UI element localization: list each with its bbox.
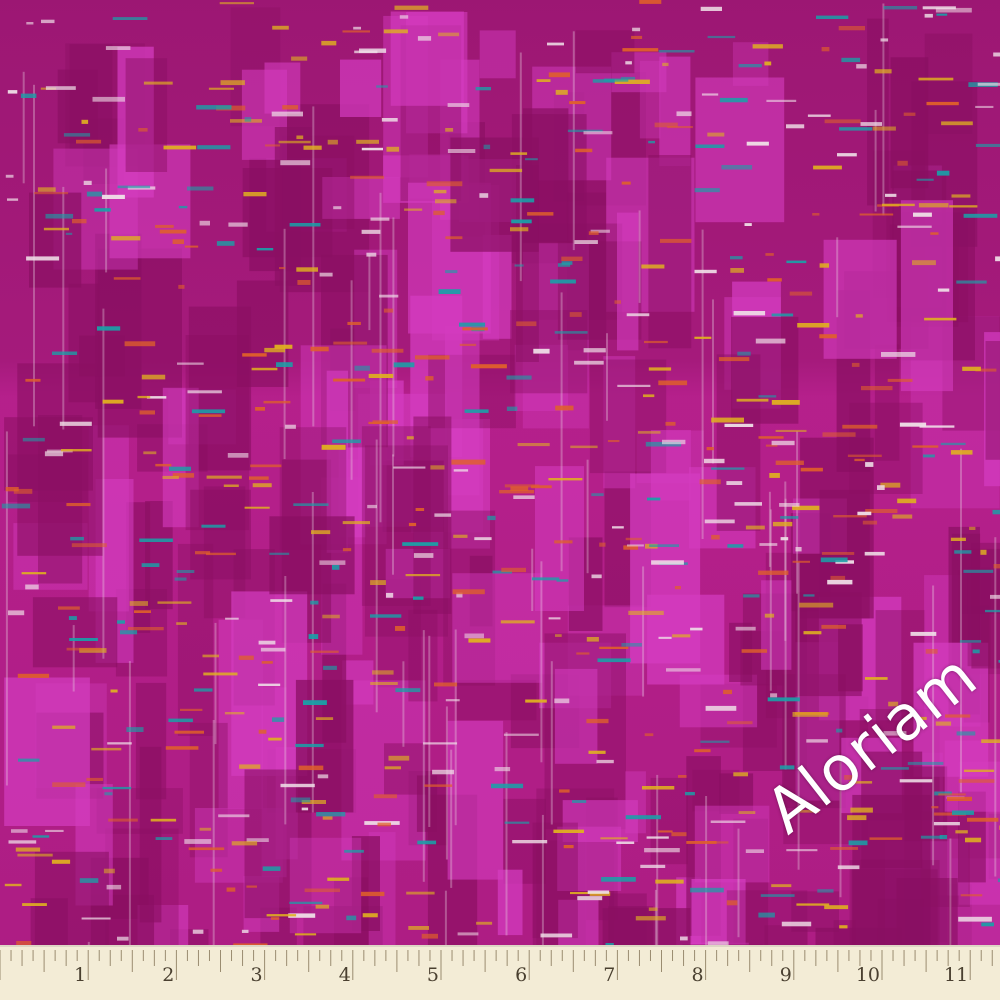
ruler-label: 7: [603, 964, 616, 986]
measuring-ruler: 1 2 3 4 5 6 7 8 9 10 11: [0, 945, 1000, 1000]
fabric-weave-pattern: [1, 0, 1000, 945]
ruler-label: 2: [162, 964, 175, 986]
ruler-label: 9: [779, 964, 792, 986]
ruler-label: 10: [855, 964, 880, 986]
ruler-label: 5: [426, 964, 439, 986]
ruler-label: 8: [691, 964, 704, 986]
ruler-ticks: [0, 950, 993, 980]
ruler-label: 11: [944, 964, 969, 986]
ruler-label: 3: [250, 964, 263, 986]
fabric-texture: [0, 0, 1000, 945]
ruler-label: 4: [338, 964, 351, 986]
ruler-label: 1: [74, 964, 87, 986]
ruler-label: 6: [515, 964, 528, 986]
